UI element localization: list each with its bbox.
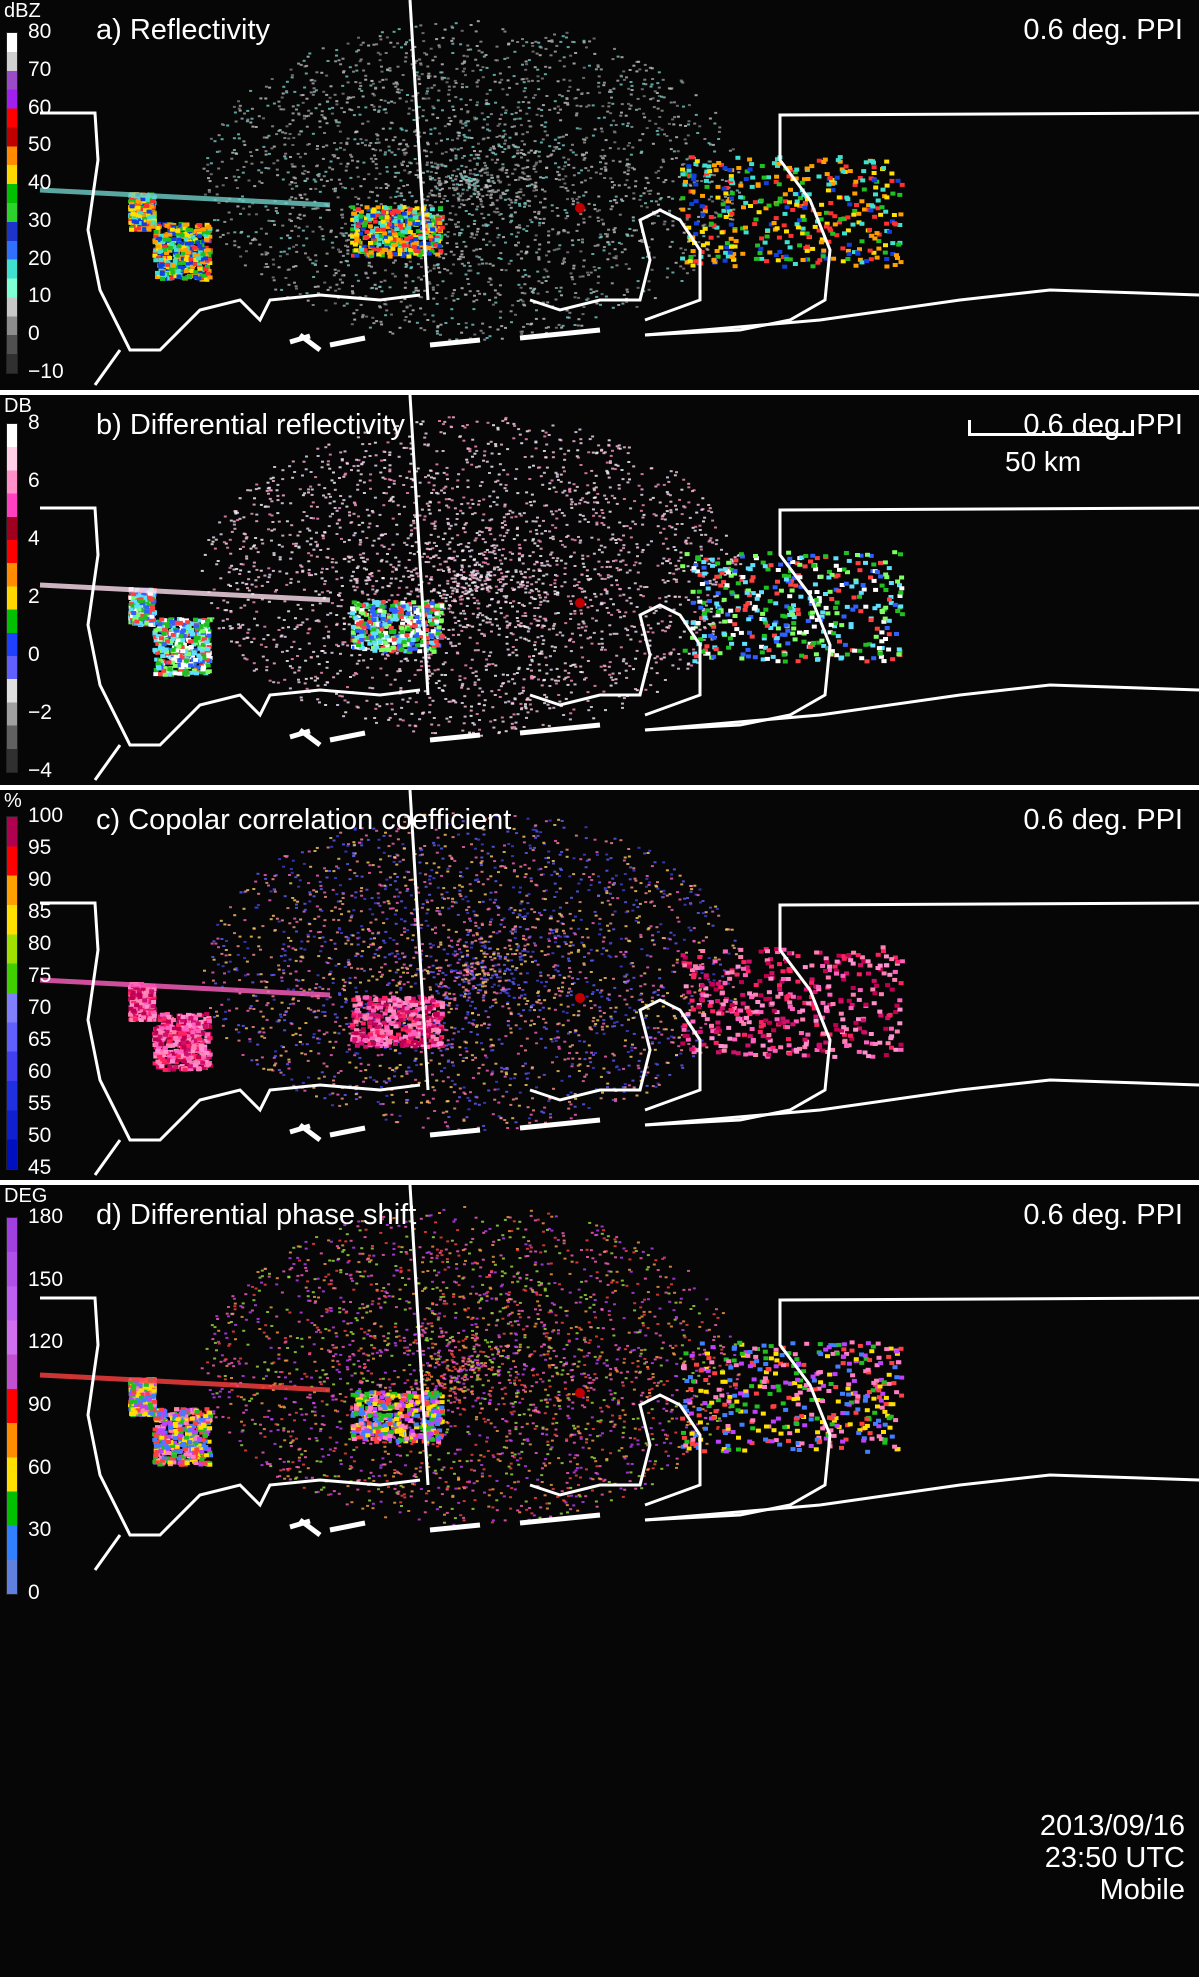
panel-title: a) Reflectivity: [96, 14, 271, 46]
panel-divider: [0, 390, 1199, 395]
timestamp: 2013/09/16 23:50 UTC Mobile: [1040, 1810, 1185, 1906]
colorbar-tick-label: 50: [28, 1124, 52, 1147]
colorbar-tick-label: 55: [28, 1092, 52, 1115]
colorbar-tick-label: 60: [28, 1060, 52, 1083]
colorbar: [6, 423, 18, 773]
colorbar-tick-label: 95: [28, 836, 52, 859]
colorbar-tick-label: 80: [28, 20, 52, 43]
colorbar-tick-label: 20: [28, 246, 52, 270]
colorbar-tick-label: 8: [28, 411, 40, 434]
panel-title: b) Differential reflectivity: [96, 409, 405, 441]
panel-copolar-correlation: % 100 95 90 85 80 75 70 65 60 55 50 45 c) Copolar c…: [0, 790, 1199, 1180]
colorbar-tick-label: 30: [28, 208, 52, 232]
colorbar-tick-label: 10: [28, 284, 52, 308]
ppi-label: 0.6 deg. PPI: [1023, 1199, 1183, 1231]
colorbar-tick-label: 85: [28, 900, 52, 923]
radar-site-marker: [575, 598, 585, 608]
panel-divider: [0, 785, 1199, 790]
panel-reflectivity: dBZ 80 70 60 50 40 30 20 10 0 −10 a) Reflectivity…: [0, 0, 1199, 390]
colorbar: [6, 816, 18, 1170]
scale-bar-label: 50 km: [1005, 446, 1082, 477]
colorbar-tick-label: 30: [28, 1518, 52, 1542]
colorbar-tick-label: 70: [28, 996, 52, 1019]
colorbar-unit: DB: [4, 395, 32, 417]
panel-differential-phase: DEG 180 150 120 90 60 30 0 d) Differential pha…: [0, 1185, 1199, 1977]
colorbar-tick-label: 0: [28, 643, 40, 666]
echo-field: [128, 20, 905, 341]
scale-bar: [968, 420, 1134, 436]
timestamp-date: 2013/09/16: [1039, 1810, 1185, 1842]
echo-field: [128, 1206, 905, 1526]
colorbar-tick-label: −2: [28, 701, 52, 724]
colorbar-tick-label: 75: [28, 964, 52, 987]
radar-site-marker: [575, 203, 585, 213]
colorbar-tick-label: 150: [28, 1267, 64, 1291]
colorbar-tick-label: 180: [28, 1205, 64, 1228]
colorbar-tick-label: 100: [28, 804, 64, 827]
colorbar-tick-label: −4: [28, 759, 52, 782]
colorbar-tick-label: 4: [28, 527, 40, 550]
colorbar-unit: DEG: [4, 1185, 48, 1207]
echo-field: [128, 812, 905, 1131]
colorbar-tick-label: 120: [28, 1330, 64, 1354]
panel-title: c) Copolar correlation coefficient: [96, 804, 512, 836]
radar-map: [39, 0, 1199, 386]
colorbar-tick-label: 2: [28, 585, 40, 608]
colorbar-tick-label: 60: [28, 95, 52, 119]
colorbar-unit: dBZ: [4, 0, 41, 22]
colorbar: [6, 1217, 18, 1595]
colorbar-tick-label: 0: [28, 322, 40, 346]
colorbar-tick-label: 6: [28, 469, 40, 492]
colorbar-tick-label: 90: [28, 1393, 52, 1416]
panel-title: d) Differential phase shift: [96, 1199, 417, 1231]
colorbar-unit: %: [4, 790, 22, 812]
timestamp-time: 23:50 UTC: [1044, 1842, 1185, 1874]
colorbar-tick-label: 40: [28, 171, 52, 195]
radar-map: [39, 1185, 1199, 1571]
timestamp-site: Mobile: [1099, 1874, 1185, 1906]
colorbar-tick-label: −10: [28, 360, 64, 383]
radar-map: [39, 790, 1199, 1176]
ppi-label: 0.6 deg. PPI: [1023, 804, 1183, 836]
colorbar-tick-label: 80: [28, 932, 52, 955]
radar-map: [39, 395, 1199, 781]
colorbar-tick-label: 65: [28, 1028, 52, 1051]
radar-site-marker: [575, 993, 585, 1003]
ppi-label: 0.6 deg. PPI: [1023, 14, 1183, 46]
colorbar-tick-label: 0: [28, 1581, 40, 1604]
echo-field: [128, 416, 905, 737]
colorbar: [6, 32, 18, 374]
colorbar-tick-label: 70: [28, 57, 52, 81]
colorbar-tick-label: 60: [28, 1455, 52, 1479]
radar-site-marker: [575, 1388, 585, 1398]
colorbar-tick-label: 50: [28, 133, 52, 157]
colorbar-tick-label: 45: [28, 1156, 52, 1179]
colorbar-tick-label: 90: [28, 868, 52, 891]
panel-divider: [0, 1180, 1199, 1185]
panel-differential-reflectivity: DB 8 6 4 2 0 −2 −4 b) Differential reflectivit…: [0, 395, 1199, 785]
